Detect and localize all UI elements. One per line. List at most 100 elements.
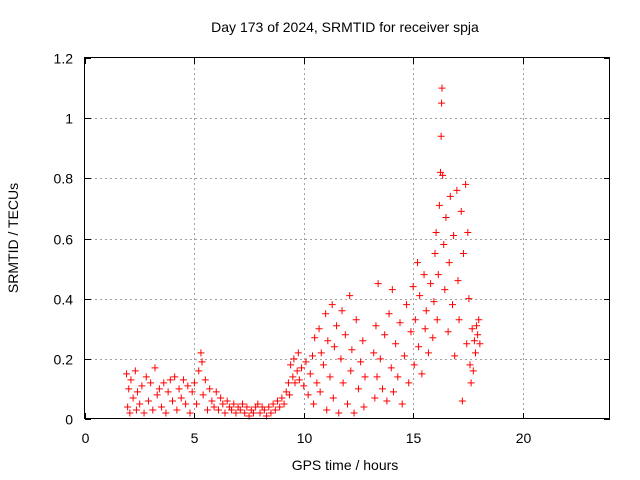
x-tick-label: 10 (297, 430, 313, 446)
data-point (381, 331, 389, 339)
data-point (354, 385, 362, 393)
data-point (398, 400, 406, 408)
data-point (445, 259, 453, 267)
data-point (422, 307, 430, 315)
data-point (376, 355, 384, 363)
data-point (424, 349, 432, 357)
data-point (188, 388, 196, 396)
data-point (204, 406, 211, 414)
data-point (147, 379, 155, 387)
data-point (136, 400, 144, 408)
data-point (201, 376, 209, 384)
data-point (322, 310, 330, 318)
data-point (427, 280, 435, 288)
data-point (126, 409, 134, 417)
data-point (239, 400, 246, 408)
data-point (414, 259, 421, 267)
data-point (415, 343, 423, 351)
data-point (454, 277, 462, 285)
y-tick-label: 1 (65, 111, 73, 127)
data-point (286, 391, 294, 399)
data-point (438, 99, 446, 107)
data-point (276, 403, 284, 411)
x-tick-label: 5 (191, 430, 199, 446)
data-point (129, 394, 137, 402)
data-point (429, 334, 437, 342)
data-point (199, 391, 207, 399)
data-point (387, 364, 395, 372)
data-point (274, 397, 281, 405)
data-point (462, 180, 470, 188)
data-point (208, 397, 216, 405)
data-point (405, 379, 413, 387)
data-point (289, 373, 297, 381)
data-point (339, 379, 347, 387)
data-points (123, 84, 484, 420)
data-point (324, 337, 332, 345)
data-point (357, 358, 365, 366)
data-point (435, 201, 443, 209)
data-point (155, 385, 163, 393)
data-point (190, 379, 198, 387)
data-point (463, 340, 471, 348)
x-axis-label: GPS time / hours (292, 457, 399, 473)
data-point (409, 283, 417, 291)
data-point (282, 388, 290, 396)
data-point (464, 228, 472, 236)
data-point (379, 385, 386, 393)
data-point (388, 286, 396, 294)
data-point (169, 397, 176, 405)
data-point (385, 310, 393, 318)
data-point (473, 322, 481, 330)
data-point (177, 394, 185, 402)
data-point (359, 337, 367, 345)
data-point (198, 358, 206, 366)
data-point (389, 388, 397, 396)
data-point (346, 292, 354, 300)
data-point (442, 213, 450, 221)
data-point (438, 84, 446, 92)
data-point (162, 409, 170, 417)
y-tick-label: 0 (65, 412, 73, 428)
data-point (407, 328, 415, 336)
data-point (228, 406, 236, 414)
x-tick-label: 0 (82, 430, 90, 446)
data-point (476, 340, 484, 348)
data-point (444, 328, 452, 336)
data-point (373, 373, 381, 381)
data-point (197, 349, 205, 357)
grid-lines (85, 58, 610, 419)
data-point (311, 334, 319, 342)
data-point (437, 132, 445, 140)
data-point (411, 316, 419, 324)
data-point (326, 373, 334, 381)
data-point (182, 400, 190, 408)
data-point (158, 403, 166, 411)
data-point (396, 319, 404, 327)
data-point (149, 406, 157, 414)
data-point (132, 406, 140, 414)
data-point (173, 406, 181, 414)
y-tick-label: 1.2 (54, 51, 74, 67)
data-point (337, 355, 345, 363)
y-tick-label: 0.2 (54, 352, 74, 368)
data-point (291, 379, 299, 387)
data-point (212, 388, 220, 396)
data-point (265, 403, 273, 411)
data-point (421, 325, 429, 333)
data-point (166, 376, 174, 384)
data-point (206, 385, 214, 393)
data-point (160, 379, 168, 387)
data-point (403, 301, 411, 309)
data-point (469, 367, 477, 375)
data-point (123, 370, 131, 378)
data-point (210, 403, 218, 411)
data-point (457, 207, 465, 215)
data-point (350, 409, 358, 417)
data-point (348, 346, 356, 354)
data-point (317, 349, 325, 357)
data-point (287, 361, 295, 369)
data-point (184, 382, 192, 390)
y-tick-label: 0.4 (54, 292, 74, 308)
